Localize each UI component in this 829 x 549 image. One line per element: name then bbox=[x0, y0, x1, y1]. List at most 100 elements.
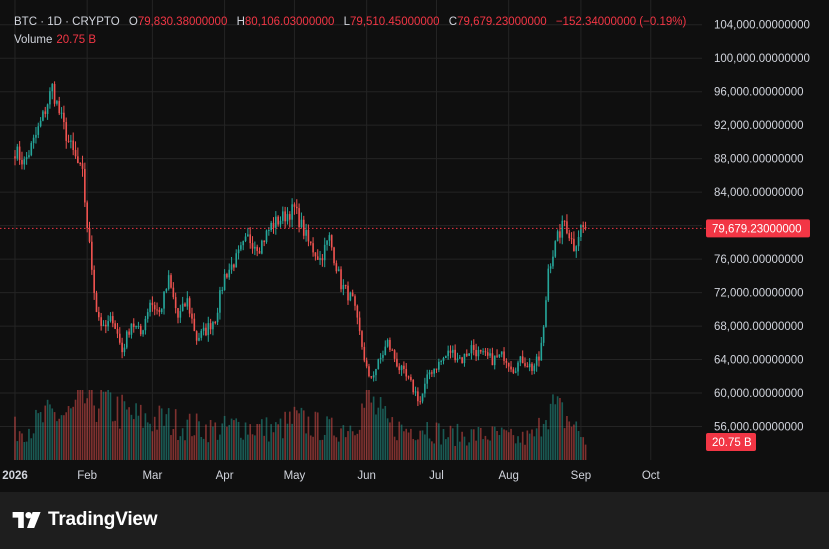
volume-bar bbox=[293, 406, 296, 460]
candle-body bbox=[279, 220, 282, 225]
volume-bar bbox=[56, 421, 58, 460]
y-tick-label: 64,000.00000000 bbox=[714, 355, 804, 367]
volume-bar bbox=[102, 391, 105, 460]
candle-body bbox=[456, 358, 459, 361]
candle-body bbox=[575, 246, 578, 252]
candle-body bbox=[70, 140, 72, 142]
volume-bar bbox=[207, 442, 210, 460]
volume-bar bbox=[116, 396, 119, 460]
candle-body bbox=[98, 311, 100, 318]
candle-body bbox=[93, 269, 95, 294]
volume-bar bbox=[391, 417, 394, 460]
symbol-label[interactable]: BTC · 1D · CRYPTO bbox=[14, 16, 120, 28]
candle-body bbox=[114, 323, 116, 329]
volume-bar bbox=[67, 406, 70, 460]
candle-body bbox=[216, 312, 219, 323]
candle-body bbox=[493, 355, 496, 366]
volume-bar bbox=[335, 437, 338, 460]
candle-body bbox=[559, 231, 561, 238]
volume-bar bbox=[542, 423, 545, 460]
volume-bar bbox=[100, 390, 102, 460]
volume-bar bbox=[314, 411, 317, 460]
candle-body bbox=[51, 83, 54, 92]
volume-bar bbox=[198, 421, 200, 460]
volume-bar bbox=[58, 418, 61, 460]
volume-bar bbox=[77, 390, 79, 460]
candle-body bbox=[335, 263, 338, 272]
candle-body bbox=[426, 374, 429, 384]
volume-bar bbox=[44, 405, 47, 460]
volume-bar bbox=[517, 436, 519, 460]
candle-body bbox=[100, 317, 102, 326]
y-tick-label: 96,000.00000000 bbox=[714, 87, 804, 99]
volume-bar bbox=[21, 433, 23, 460]
candle-body bbox=[79, 163, 82, 165]
candle-body bbox=[123, 347, 126, 353]
candle-body bbox=[496, 355, 498, 357]
volume-bar bbox=[151, 431, 154, 460]
volume-bar bbox=[137, 415, 140, 460]
candle-body bbox=[291, 204, 293, 220]
volume-bar bbox=[91, 390, 93, 460]
volume-bar bbox=[249, 424, 252, 460]
candle-body bbox=[74, 150, 77, 157]
y-tick-label: 76,000.00000000 bbox=[714, 254, 804, 266]
high-value: 80,106.03000000 bbox=[244, 16, 335, 28]
volume-bar bbox=[479, 427, 482, 460]
volume-bar bbox=[153, 416, 156, 460]
volume-bar bbox=[498, 435, 501, 460]
candle-body bbox=[167, 275, 170, 289]
candle-body bbox=[174, 297, 177, 309]
volume-bar bbox=[300, 407, 303, 460]
volume-bar bbox=[337, 441, 340, 460]
candlestick-chart[interactable]: 56,000.00000000 60,000.00000000 64,000.000… bbox=[0, 0, 829, 492]
candle-body bbox=[88, 228, 91, 242]
chart-area[interactable]: 56,000.00000000 60,000.00000000 64,000.000… bbox=[0, 0, 829, 492]
x-tick-label: Jul bbox=[429, 470, 444, 482]
volume-bar bbox=[347, 431, 349, 460]
candle-body bbox=[379, 357, 382, 360]
volume-bar bbox=[240, 437, 242, 460]
volume-bar bbox=[123, 401, 126, 460]
high-label: H bbox=[236, 16, 245, 28]
change-value: −152.34000000 (−0.19%) bbox=[555, 16, 687, 28]
tradingview-brand[interactable]: TradingView bbox=[12, 508, 158, 532]
candle-body bbox=[104, 324, 107, 327]
x-tick-label: Sep bbox=[571, 470, 591, 482]
candle-body bbox=[251, 243, 254, 249]
candle-body bbox=[561, 220, 564, 238]
volume-bar bbox=[351, 431, 354, 460]
volume-bar bbox=[286, 423, 289, 460]
candle-body bbox=[540, 342, 543, 361]
volume-bar bbox=[489, 440, 491, 460]
volume-bar bbox=[156, 429, 158, 460]
volume-bar bbox=[535, 428, 538, 460]
candle-body bbox=[205, 327, 207, 336]
candle-body bbox=[468, 353, 470, 356]
volume-bar bbox=[23, 442, 26, 460]
volume-bar bbox=[344, 437, 347, 460]
volume-bar bbox=[170, 435, 172, 460]
candle-body bbox=[377, 359, 380, 370]
candle-body bbox=[121, 342, 123, 353]
volume-bar bbox=[449, 425, 452, 460]
candle-body bbox=[111, 316, 114, 324]
candle-body bbox=[25, 157, 28, 160]
volume-bar bbox=[18, 431, 21, 460]
volume-bar bbox=[295, 410, 298, 460]
candle-body bbox=[370, 376, 373, 378]
candle-body bbox=[172, 287, 175, 298]
candle-body bbox=[424, 383, 426, 394]
volume-bar bbox=[270, 424, 272, 460]
candle-body bbox=[477, 350, 480, 357]
y-tick-label: 60,000.00000000 bbox=[714, 388, 804, 400]
candle-body bbox=[77, 156, 79, 164]
volume-bar bbox=[386, 418, 389, 460]
volume-bar bbox=[547, 429, 550, 460]
volume-bar bbox=[393, 436, 396, 460]
candle-body bbox=[414, 391, 417, 393]
candle-body bbox=[521, 356, 524, 364]
candle-body bbox=[538, 356, 540, 361]
candle-body bbox=[102, 324, 105, 326]
volume-bar bbox=[244, 422, 247, 460]
